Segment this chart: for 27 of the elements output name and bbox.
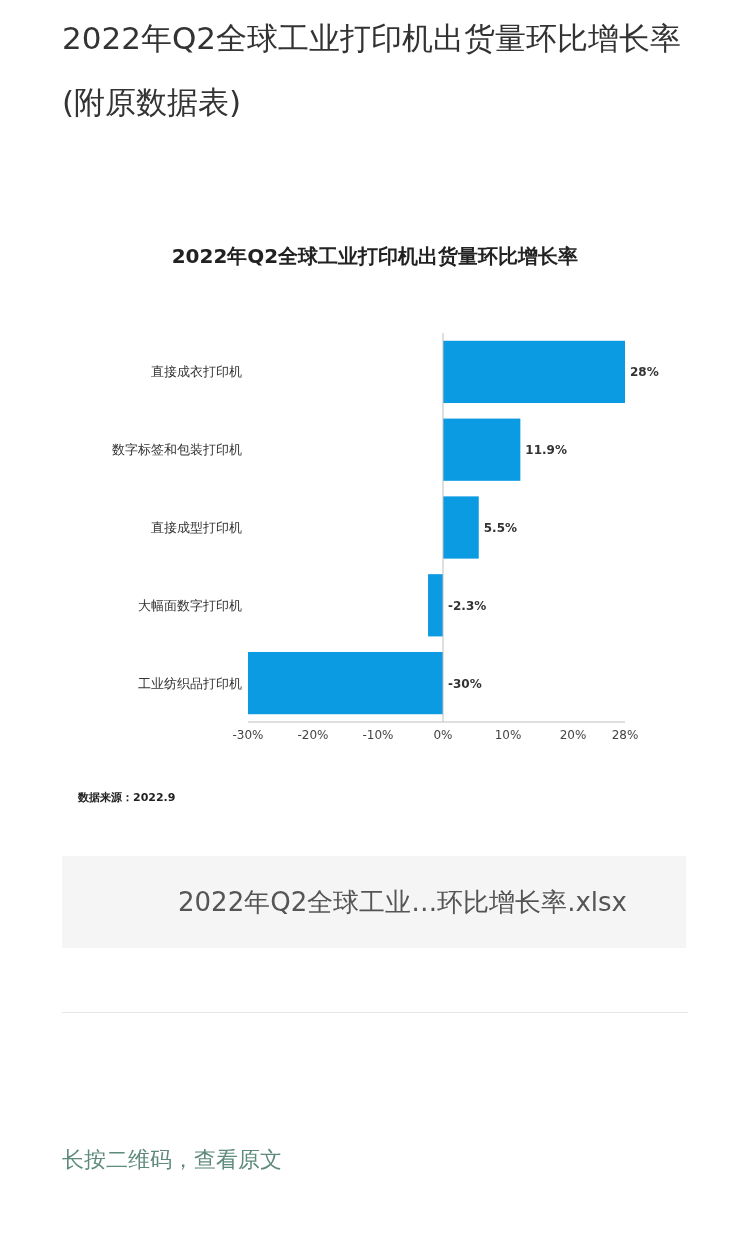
x-tick-label: 28% xyxy=(611,728,639,742)
y-tick-label: 大幅面数字打印机 xyxy=(138,597,242,613)
data-label: 5.5% xyxy=(483,521,518,535)
source-note: 数据来源：2022.9 xyxy=(77,791,176,804)
y-tick-label: 工业纺织品打印机 xyxy=(138,675,242,691)
x-tick-label: -10% xyxy=(362,728,394,742)
x-tick-label: -30% xyxy=(232,728,264,742)
x-tick-label: 20% xyxy=(559,728,587,742)
y-tick-label: 直接成衣打印机 xyxy=(151,364,242,380)
text: 长按二维码，查看原文 xyxy=(62,1146,282,1174)
chart-title: 2022年Q2全球工业打印机出货量环比增长率 xyxy=(171,244,579,268)
x-tick-label: -20% xyxy=(297,728,329,742)
bar xyxy=(428,574,443,637)
bar xyxy=(248,651,443,715)
data-label: 28% xyxy=(630,365,659,380)
bar xyxy=(443,418,521,481)
data-label: -2.3% xyxy=(448,598,487,613)
x-tick-label: 10% xyxy=(494,728,522,742)
text: 2022年Q2全球工业…环比增长率.xlsx xyxy=(178,886,627,919)
y-tick-label: 数字标签和包装打印机 xyxy=(112,442,242,458)
data-label: 11.9% xyxy=(525,443,567,458)
data-label: -30% xyxy=(448,676,482,691)
x-tick-label: 0% xyxy=(433,728,453,742)
y-tick-label: 直接成型打印机 xyxy=(151,520,242,535)
bar xyxy=(443,340,625,404)
bar xyxy=(443,496,479,559)
text: 2022年Q2全球工业打印机出货量环比增长率 (附原数据表) xyxy=(62,19,683,122)
